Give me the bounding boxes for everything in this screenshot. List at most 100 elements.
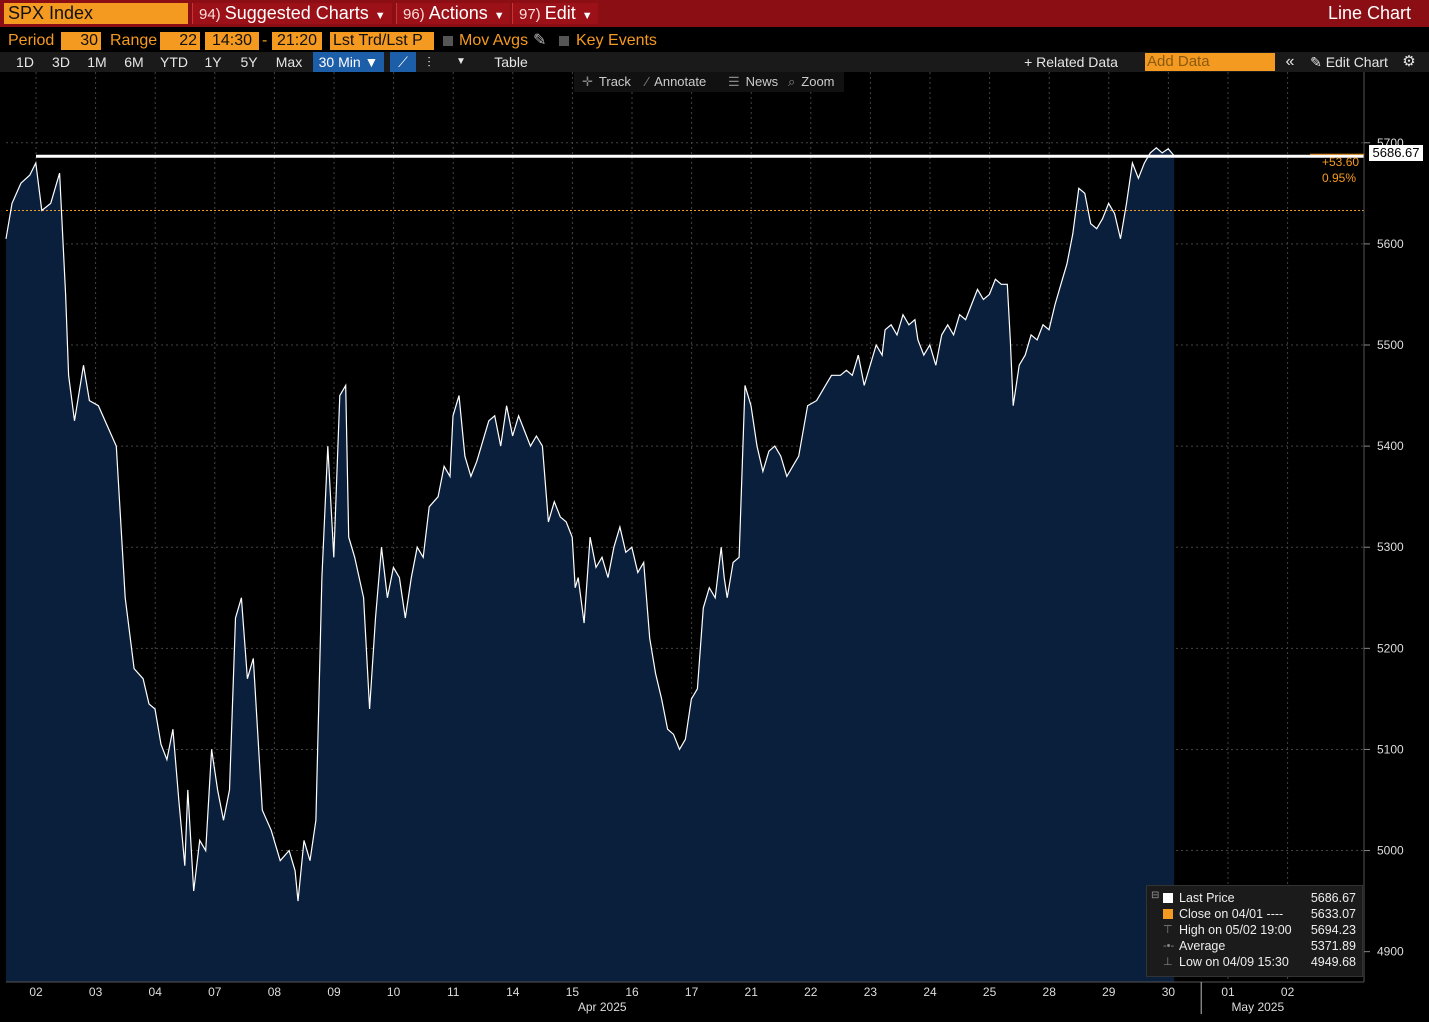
x-tick-label: 07	[208, 985, 222, 999]
news-label: News	[745, 74, 779, 89]
mov-avgs-checkbox[interactable]	[443, 36, 453, 46]
average-marker-icon: -•-	[1163, 940, 1175, 952]
time-to-input[interactable]: 21:20	[272, 32, 322, 50]
track-tool[interactable]: ✛ Track	[578, 72, 635, 92]
collapse-icon[interactable]: «	[1285, 53, 1295, 70]
range-button-1d[interactable]: 1D	[16, 54, 34, 70]
track-label: Track	[598, 74, 631, 89]
pencil-icon[interactable]: ✎	[533, 32, 547, 49]
menu-number: 96)	[403, 6, 425, 23]
news-icon: ☰	[728, 74, 740, 89]
legend-key: High on 05/02 19:00	[1179, 923, 1292, 937]
x-tick-label: 02	[1281, 985, 1295, 999]
x-tick-label: 21	[745, 985, 759, 999]
legend-value: 5694.23	[1310, 923, 1356, 937]
price-line	[5, 147, 1175, 902]
table-button[interactable]: Table	[494, 54, 528, 70]
legend-value: 5371.89	[1310, 939, 1356, 953]
x-tick-label: 30	[1162, 985, 1176, 999]
menu-label: Edit	[544, 3, 576, 23]
gear-icon[interactable]: ⚙	[1402, 53, 1416, 70]
add-data-input[interactable]: Add Data	[1145, 53, 1275, 71]
edit-menu[interactable]: 97) Edit ▼	[512, 3, 598, 24]
bar-chart-icon[interactable]: ⫶	[427, 54, 431, 70]
x-tick-label: 04	[149, 985, 163, 999]
annotate-tool[interactable]: ∕ Annotate	[642, 72, 710, 92]
x-tick-label: 08	[268, 985, 282, 999]
x-tick-label: 24	[923, 985, 937, 999]
pencil-icon: ✎	[1310, 54, 1326, 70]
news-tool[interactable]: ☰ News	[724, 72, 782, 92]
menu-number: 97)	[519, 6, 541, 23]
range-toolbar: 1D 3D 1M 6M YTD 1Y 5Y Max 30 Min ▼ ⟋ ⫶ ▼…	[0, 52, 1429, 72]
range-button-6m[interactable]: 6M	[124, 54, 144, 70]
actions-menu[interactable]: 96) Actions ▼	[396, 3, 510, 24]
y-tick-label: 5400	[1377, 439, 1404, 453]
x-tick-label: 01	[1221, 985, 1235, 999]
price-area	[6, 147, 1175, 983]
range-label: Range	[110, 32, 158, 49]
month-label: May 2025	[1231, 1000, 1284, 1014]
chevron-down-icon: ▼	[374, 10, 386, 22]
month-label: Apr 2025	[578, 1000, 627, 1014]
range-button-5y[interactable]: 5Y	[240, 54, 258, 70]
x-tick-label: 15	[566, 985, 580, 999]
mov-avgs-label[interactable]: Mov Avgs	[459, 32, 529, 49]
key-events-checkbox[interactable]	[559, 36, 569, 46]
legend-key: Close on 04/01 ----	[1179, 907, 1284, 921]
period-input[interactable]: 30	[61, 32, 101, 50]
chevron-down-icon: ▼	[493, 10, 505, 22]
y-tick-label: 5200	[1377, 641, 1404, 655]
x-tick-label: 02	[29, 985, 43, 999]
range-button-1y[interactable]: 1Y	[204, 54, 222, 70]
menu-number: 94)	[199, 6, 221, 23]
legend-key: Average	[1179, 939, 1226, 953]
range-button-1m[interactable]: 1M	[87, 54, 107, 70]
zoom-tool[interactable]: ⌕ Zoom	[784, 72, 839, 92]
x-tick-label: 23	[864, 985, 878, 999]
legend-swatch	[1163, 893, 1173, 903]
period-label: Period	[8, 32, 55, 49]
collapse-legend-icon[interactable]: ⊟	[1151, 890, 1160, 901]
range-input[interactable]: 22	[160, 32, 200, 50]
y-tick-label: 5600	[1377, 237, 1404, 251]
x-tick-label: 10	[387, 985, 401, 999]
legend-value: 4949.68	[1310, 955, 1356, 969]
legend-value: 5633.07	[1310, 907, 1356, 921]
menu-label: Suggested Charts	[224, 3, 369, 23]
time-separator: -	[262, 32, 268, 49]
annotate-label: Annotate	[654, 74, 707, 89]
change-absolute: +53.60	[1322, 155, 1360, 169]
crosshair-icon: ✛	[582, 74, 593, 89]
suggested-charts-menu[interactable]: 94) Suggested Charts ▼	[192, 3, 392, 24]
zoom-icon: ⌕	[788, 74, 796, 89]
settings-row: Period 30 Range 22 14:30 - 21:20 Lst Trd…	[0, 31, 1429, 51]
y-tick-label: 5500	[1377, 338, 1404, 352]
key-events-label[interactable]: Key Events	[576, 32, 657, 49]
related-data-button[interactable]: + Related Data	[1024, 54, 1118, 70]
x-tick-label: 25	[983, 985, 997, 999]
time-from-input[interactable]: 14:30	[205, 32, 259, 50]
price-type-select[interactable]: Lst Trd/Lst P	[330, 32, 434, 50]
legend-row-last-price: Last Price 5686.67	[1151, 890, 1356, 906]
annotate-icon: ∕	[646, 74, 649, 89]
zoom-label: Zoom	[801, 74, 835, 89]
ticker-field[interactable]: SPX Index	[4, 3, 188, 24]
chevron-down-icon[interactable]: ▼	[456, 56, 466, 67]
x-tick-label: 22	[804, 985, 818, 999]
line-chart-icon[interactable]: ⟋	[390, 52, 416, 72]
x-tick-label: 29	[1102, 985, 1116, 999]
x-tick-label: 16	[625, 985, 639, 999]
x-tick-label: 17	[685, 985, 699, 999]
range-button-max[interactable]: Max	[275, 54, 303, 70]
interval-select[interactable]: 30 Min ▼	[313, 52, 384, 72]
legend-panel: Last Price 5686.67 Close on 04/01 ---- 563…	[1146, 885, 1363, 977]
last-price-tag: 5686.67	[1369, 145, 1423, 161]
range-button-ytd[interactable]: YTD	[160, 54, 188, 70]
range-button-3d[interactable]: 3D	[52, 54, 70, 70]
x-tick-label: 03	[89, 985, 103, 999]
edit-chart-button[interactable]: ✎ Edit Chart	[1304, 52, 1394, 72]
legend-row-close: Close on 04/01 ---- 5633.07	[1151, 906, 1356, 922]
